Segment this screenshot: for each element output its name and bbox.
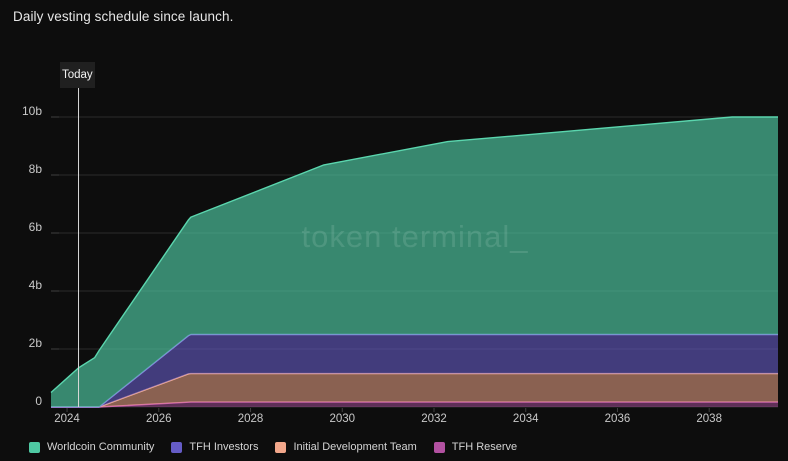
x-axis-label: 2030	[329, 413, 355, 425]
legend-swatch-worldcoin-community	[29, 441, 40, 453]
chart-title: Daily vesting schedule since launch.	[13, 9, 234, 24]
today-tooltip: Today	[60, 62, 95, 88]
y-axis-label: 4b	[29, 278, 43, 292]
legend-item-tfh-investors[interactable]: TFH Investors	[171, 441, 258, 453]
area-edge-worldcoin-community	[50, 116, 778, 394]
legend-item-initial-development-team[interactable]: Initial Development Team	[275, 441, 417, 453]
area-initial-development-team[interactable]	[51, 373, 778, 407]
legend-label: Worldcoin Community	[47, 441, 155, 453]
legend-label: TFH Investors	[189, 441, 259, 453]
x-axis-label: 2028	[238, 413, 264, 425]
x-axis-label: 2032	[421, 413, 447, 425]
y-axis-label: 10b	[22, 104, 42, 118]
legend-label: TFH Reserve	[451, 441, 518, 453]
y-axis-label: 2b	[29, 336, 43, 350]
area-tfh-reserve[interactable]	[51, 402, 778, 407]
legend-label: Initial Development Team	[293, 441, 417, 453]
area-tfh-investors[interactable]	[51, 334, 778, 408]
area-worldcoin-community[interactable]	[51, 117, 778, 407]
y-axis-label: 8b	[29, 162, 43, 176]
legend-item-worldcoin-community[interactable]: Worldcoin Community	[29, 441, 154, 453]
legend-swatch-tfh-reserve	[433, 441, 445, 453]
x-axis-label: 2024	[54, 413, 80, 425]
x-axis-label: 2036	[605, 413, 631, 425]
legend-swatch-tfh-investors	[171, 441, 183, 453]
x-axis-label: 2026	[146, 413, 172, 425]
legend-swatch-initial-development-team	[275, 441, 287, 453]
x-axis-label: 2034	[513, 413, 539, 425]
y-axis-label: 0	[35, 394, 42, 408]
legend-item-tfh-reserve[interactable]: TFH Reserve	[433, 441, 518, 453]
chart-legend: Worldcoin Community TFH Investors Initial …	[29, 441, 517, 453]
x-axis-label: 2038	[696, 413, 722, 425]
y-axis-label: 6b	[29, 220, 43, 234]
